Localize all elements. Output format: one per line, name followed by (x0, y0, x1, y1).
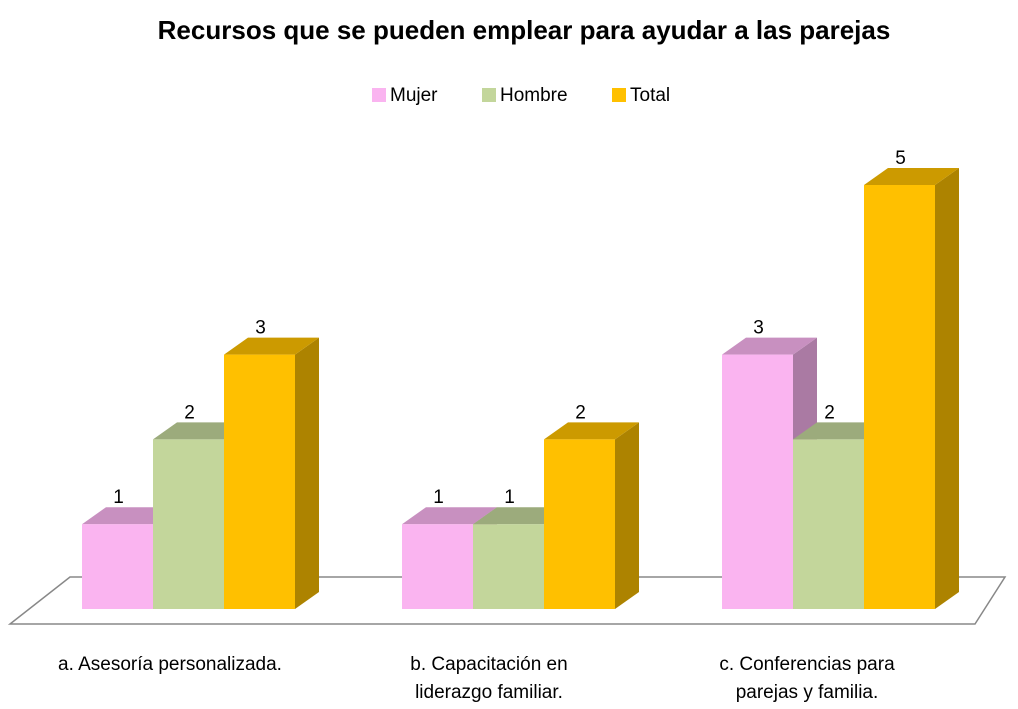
bar-front (153, 439, 224, 609)
legend-label: Mujer (390, 85, 438, 106)
legend-label: Total (630, 85, 670, 106)
bar-front (402, 524, 473, 609)
legend-swatch (482, 88, 496, 102)
bar-top (224, 337, 319, 355)
value-label: 3 (255, 318, 266, 339)
value-label: 2 (184, 402, 195, 423)
value-label: 1 (113, 487, 124, 508)
legend-swatch (612, 88, 626, 102)
chart-title: Recursos que se pueden emplear para ayud… (158, 15, 891, 45)
bar-top (544, 422, 639, 440)
bar-front (722, 354, 793, 609)
bar (544, 422, 639, 609)
legend-swatch (372, 88, 386, 102)
bar-front (224, 354, 295, 609)
bar-side (935, 168, 959, 609)
value-label: 5 (895, 148, 906, 169)
value-label: 1 (504, 487, 515, 508)
bar-front (82, 524, 153, 609)
value-label: 2 (824, 402, 835, 423)
bar-side (295, 337, 319, 609)
bar-top (722, 337, 817, 355)
value-label: 1 (433, 487, 444, 508)
bar-front (864, 185, 935, 609)
bar-front (473, 524, 544, 609)
bar-top (864, 168, 959, 185)
bar-side (615, 422, 639, 609)
bar-front (544, 439, 615, 609)
value-label: 3 (753, 318, 764, 339)
bar-top (402, 507, 497, 525)
x-tick-label: b. Capacitación en liderazgo familiar. (410, 654, 568, 703)
legend-label: Hombre (500, 85, 568, 106)
x-tick-label: c. Conferencias para parejas y familia. (719, 654, 895, 703)
x-tick-label: a. Asesoría personalizada. (58, 654, 282, 675)
bar (224, 337, 319, 609)
value-label: 2 (575, 402, 586, 423)
bar (864, 168, 959, 609)
bar-front (793, 439, 864, 609)
